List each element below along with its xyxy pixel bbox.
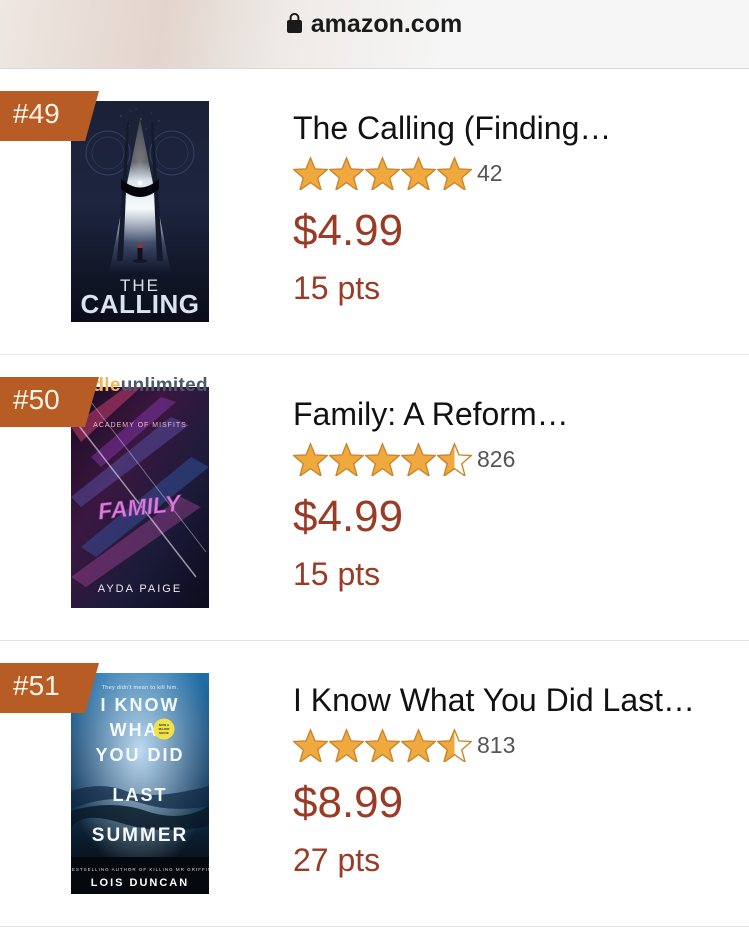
svg-text:MOVIE: MOVIE xyxy=(159,731,169,735)
svg-text:ACADEMY OF MISFITS: ACADEMY OF MISFITS xyxy=(93,422,187,429)
svg-text:They didn't mean to kill him.: They didn't mean to kill him. xyxy=(102,685,179,691)
svg-text:YOU DID: YOU DID xyxy=(95,745,184,765)
svg-text:SUMMER: SUMMER xyxy=(92,825,188,846)
svg-text:LAST: LAST xyxy=(113,785,168,805)
svg-text:AYDA PAIGE: AYDA PAIGE xyxy=(98,583,182,595)
svg-text:BESTSELLING AUTHOR OF KILLING: BESTSELLING AUTHOR OF KILLING MR GRIFFIN xyxy=(71,867,209,872)
svg-text:CALLING: CALLING xyxy=(80,289,199,319)
svg-text:LOIS DUNCAN: LOIS DUNCAN xyxy=(91,877,189,889)
svg-text:I KNOW: I KNOW xyxy=(101,695,180,715)
